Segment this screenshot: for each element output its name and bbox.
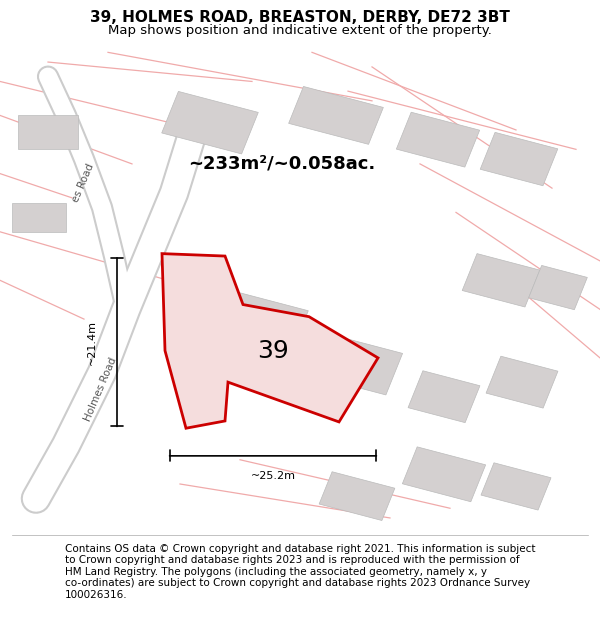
Text: Holmes Road: Holmes Road <box>83 356 119 423</box>
Text: Contains OS data © Crown copyright and database right 2021. This information is : Contains OS data © Crown copyright and d… <box>65 544 535 600</box>
Polygon shape <box>397 112 479 167</box>
Polygon shape <box>12 202 66 232</box>
Text: ~233m²/~0.058ac.: ~233m²/~0.058ac. <box>188 155 376 173</box>
Text: ~21.4m: ~21.4m <box>87 319 97 364</box>
Polygon shape <box>462 254 540 307</box>
Polygon shape <box>486 356 558 408</box>
Polygon shape <box>162 91 258 154</box>
Text: Map shows position and indicative extent of the property.: Map shows position and indicative extent… <box>108 24 492 37</box>
Text: ~25.2m: ~25.2m <box>251 471 296 481</box>
Text: 39, HOLMES ROAD, BREASTON, DERBY, DE72 3BT: 39, HOLMES ROAD, BREASTON, DERBY, DE72 3… <box>90 11 510 26</box>
Polygon shape <box>18 116 78 149</box>
Text: 39: 39 <box>257 339 289 362</box>
Polygon shape <box>481 462 551 510</box>
Polygon shape <box>403 447 485 502</box>
Text: es Road: es Road <box>70 162 95 204</box>
Polygon shape <box>214 291 308 361</box>
Polygon shape <box>162 254 378 428</box>
Polygon shape <box>317 336 403 395</box>
Polygon shape <box>529 266 587 310</box>
Polygon shape <box>480 132 558 186</box>
Polygon shape <box>319 472 395 521</box>
Polygon shape <box>289 86 383 144</box>
Polygon shape <box>408 371 480 423</box>
